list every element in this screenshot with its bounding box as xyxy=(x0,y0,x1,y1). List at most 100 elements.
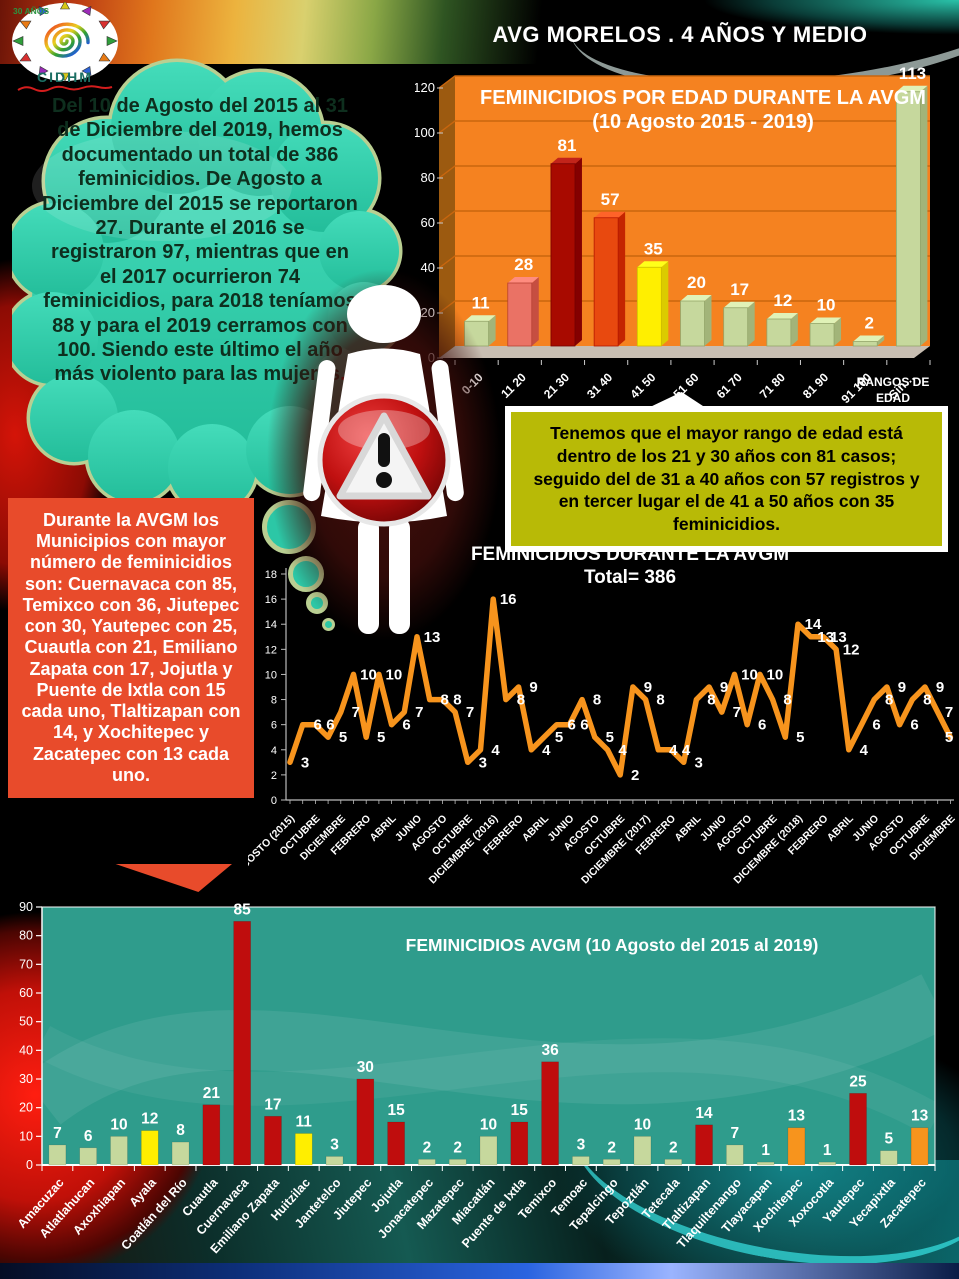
bar-value-label: 2 xyxy=(423,1139,432,1156)
bar-top xyxy=(680,295,712,301)
bar-value-label: 11 xyxy=(296,1113,313,1130)
exclamation-dot xyxy=(376,472,392,488)
point-value-label: 4 xyxy=(860,742,869,759)
age-note-callout: Tenemos que el mayor rango de edad está … xyxy=(505,406,948,552)
gridline xyxy=(438,210,930,224)
gridline xyxy=(438,255,930,269)
bar xyxy=(756,1161,775,1166)
logo-years-label: 30 AÑOS xyxy=(13,6,49,16)
bar-top xyxy=(766,313,798,319)
logo-spiral-icon xyxy=(44,22,90,58)
data-line xyxy=(287,596,954,778)
bar xyxy=(48,1144,67,1166)
bar xyxy=(510,1121,529,1166)
cloud-bump-fill xyxy=(270,124,378,232)
bar-side xyxy=(531,277,539,346)
y-tick-label: 60 xyxy=(19,986,33,1000)
bar-value-label: 11 xyxy=(472,293,490,312)
x-tick-label: 21 30 xyxy=(541,370,572,401)
bar-top xyxy=(896,85,928,92)
bar xyxy=(726,1144,744,1166)
point-value-label: 3 xyxy=(695,754,703,771)
y-tick-label: 100 xyxy=(415,125,435,140)
y-tick-label: 0 xyxy=(26,1158,33,1172)
point-value-label: 2 xyxy=(631,767,639,784)
woman-right-arm xyxy=(431,360,464,502)
bar-value-label: 20 xyxy=(687,273,706,292)
cloud-highlight xyxy=(32,131,292,241)
bar-value-label: 12 xyxy=(773,291,792,310)
bar-value-label: 14 xyxy=(695,1105,713,1122)
bar-top xyxy=(853,335,885,342)
y-tick-label: 10 xyxy=(265,669,277,681)
exclamation-bar xyxy=(378,433,390,467)
bar-value-label: 1 xyxy=(761,1142,770,1159)
point-value-label: 5 xyxy=(339,729,347,746)
bar-top xyxy=(810,317,842,324)
bar-value-label: 81 xyxy=(557,136,576,155)
bar-value-label: 17 xyxy=(264,1096,281,1113)
bar-value-label: 7 xyxy=(53,1125,62,1142)
point-value-label: 6 xyxy=(872,717,880,734)
bar-value-label: 6 xyxy=(84,1128,93,1145)
x-tick-label: 41 50 xyxy=(627,370,658,401)
bar-value-label: 2 xyxy=(864,314,873,333)
y-tick-label: 0 xyxy=(271,795,277,807)
bar-value-label: 17 xyxy=(730,280,749,299)
x-tick-label: 61 70 xyxy=(714,370,745,401)
bar-value-label: 25 xyxy=(849,1073,867,1090)
gridline xyxy=(438,165,930,179)
woman-head-icon xyxy=(347,285,421,343)
bar xyxy=(852,341,878,347)
point-value-label: 10 xyxy=(767,666,784,683)
bar xyxy=(550,163,576,347)
bar xyxy=(766,318,792,347)
point-value-label: 9 xyxy=(720,679,728,696)
bar-value-label: 85 xyxy=(234,901,252,918)
bar-value-label: 30 xyxy=(357,1059,374,1076)
bar xyxy=(418,1158,436,1166)
logo-ray xyxy=(59,2,71,10)
point-value-label: 14 xyxy=(805,616,822,633)
y-tick-label: 20 xyxy=(19,1101,33,1115)
point-value-label: 5 xyxy=(796,729,804,746)
y-tick-label: 10 xyxy=(19,1129,33,1143)
y-tick-label: 60 xyxy=(421,215,435,230)
bar xyxy=(325,1156,344,1166)
chart-title: FEMINICIDIOS AVGM (10 Agosto del 2015 al… xyxy=(406,935,819,955)
point-value-label: 8 xyxy=(783,692,791,709)
logo-ray xyxy=(59,72,71,82)
cidhm-logo: 30 AÑOS CIDHM xyxy=(12,2,118,92)
bar-top xyxy=(507,277,539,283)
point-value-label: 6 xyxy=(580,717,588,734)
bar xyxy=(171,1141,190,1166)
y-tick-label: 50 xyxy=(19,1015,33,1029)
bar-side xyxy=(920,85,928,346)
point-value-label: 6 xyxy=(758,717,766,734)
point-value-label: 8 xyxy=(441,692,449,709)
bar-value-label: 57 xyxy=(601,190,620,209)
bar xyxy=(140,1130,159,1166)
swoosh xyxy=(42,1026,935,1136)
point-value-label: 5 xyxy=(945,729,953,746)
point-value-label: 8 xyxy=(923,692,931,709)
point-value-label: 9 xyxy=(936,679,944,696)
point-value-label: 8 xyxy=(453,692,461,709)
point-value-label: 13 xyxy=(817,629,834,646)
bar xyxy=(79,1147,97,1166)
woman-left-arm xyxy=(303,360,336,502)
point-value-label: 7 xyxy=(415,704,423,721)
woman-warning-figure xyxy=(267,269,501,641)
y-tick-label: 120 xyxy=(415,80,435,95)
bar xyxy=(448,1158,467,1166)
y-tick-label: 14 xyxy=(265,619,277,631)
x-tick-label: 11 20 xyxy=(498,370,529,401)
bar-top xyxy=(637,261,669,268)
logo-ray xyxy=(19,20,32,30)
point-value-label: 9 xyxy=(644,679,652,696)
point-value-label: 12 xyxy=(843,641,860,658)
y-tick-label: 18 xyxy=(265,569,277,581)
y-tick-label: 90 xyxy=(19,900,33,914)
